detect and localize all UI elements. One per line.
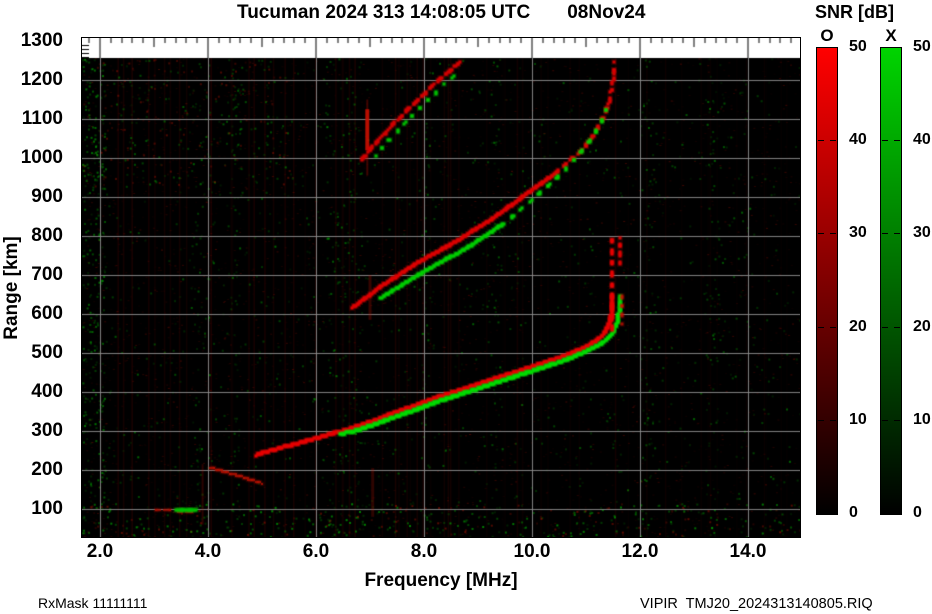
- colorbar-tick-mark: [830, 233, 836, 234]
- y-tick-label: 600: [31, 303, 63, 324]
- x-tick-label: 4.0: [194, 541, 222, 562]
- colorbar-tick-label: 40: [913, 131, 931, 149]
- y-tick-label: 1100: [21, 108, 63, 129]
- colorbar-tick-label: 30: [849, 224, 867, 242]
- ionogram-plot-canvas: [82, 38, 800, 537]
- x-tick-label: 10.0: [513, 541, 551, 562]
- y-tick-label: 1000: [20, 147, 63, 168]
- x-tick-label: 6.0: [302, 541, 330, 562]
- colorbar-tick-mark: [882, 327, 888, 328]
- x-axis-title: Frequency [MHz]: [364, 570, 518, 591]
- y-tick-label: 400: [31, 381, 63, 402]
- x-tick-label: 2.0: [86, 541, 114, 562]
- plot-frame: [81, 37, 801, 538]
- colorbar-tick-label: 0: [849, 504, 858, 521]
- y-tick-label: 500: [31, 342, 63, 363]
- x-tick-label: 14.0: [729, 541, 767, 562]
- colorbar-x-tick-labels: 50 40 30 20 10 0: [913, 0, 932, 614]
- colorbar-tick-label: 30: [913, 224, 931, 242]
- colorbar-tick-label: 50: [913, 38, 931, 55]
- footer-filename: VIPIR TMJ20_2024313140805.RIQ: [640, 596, 873, 612]
- colorbar-tick-label: 20: [849, 317, 867, 335]
- y-tick-label: 700: [31, 264, 63, 285]
- x-tick-label: 8.0: [410, 541, 438, 562]
- colorbar-tick-mark: [894, 420, 900, 421]
- colorbar-o-tick-labels: 50 40 30 20 10 0: [849, 0, 887, 614]
- y-tick-label: 100: [31, 498, 63, 519]
- y-tick-label: 800: [31, 225, 63, 246]
- colorbar-tick-mark: [818, 233, 824, 234]
- colorbar-tick-mark: [894, 327, 900, 328]
- colorbar-tick-mark: [894, 233, 900, 234]
- plot-title: Tucuman 2024 313 14:08:05 UTC: [237, 2, 531, 23]
- colorbar-tick-mark: [830, 140, 836, 141]
- colorbar-tick-mark: [818, 140, 824, 141]
- colorbar-x-mode-label: X: [885, 26, 897, 45]
- colorbar-tick-mark: [818, 327, 824, 328]
- colorbar-tick-mark: [830, 327, 836, 328]
- colorbar-tick-label: 40: [849, 131, 867, 149]
- plot-date: 08Nov24: [567, 2, 646, 23]
- colorbar-tick-label: 50: [849, 38, 867, 55]
- colorbar-o-gradient: [816, 47, 838, 515]
- x-tick-label: 12.0: [621, 541, 659, 562]
- colorbar-tick-mark: [882, 140, 888, 141]
- y-tick-label: 1200: [20, 69, 63, 90]
- colorbar-x-gradient: [880, 47, 902, 515]
- colorbar-tick-mark: [882, 233, 888, 234]
- y-tick-label: 200: [31, 459, 63, 480]
- y-tick-label: 300: [31, 420, 63, 441]
- footer-rxmask: RxMask 11111111: [38, 595, 148, 611]
- colorbar-tick-label: 10: [913, 410, 931, 428]
- colorbar-tick-label: 20: [913, 317, 931, 335]
- y-axis-tick-labels: 100 200 300 400 500 600 700 800 900 1000 1100 1200 1…: [0, 0, 63, 614]
- y-tick-label: 1300: [20, 30, 63, 51]
- colorbar-tick-label: 10: [849, 410, 867, 428]
- x-axis-tick-labels: 2.0 4.0 6.0 8.0 10.0 12.0 14.0: [0, 541, 932, 565]
- y-tick-label: 900: [31, 186, 63, 207]
- plot-header: Tucuman 2024 313 14:08:05 UTC 08Nov24: [237, 2, 645, 24]
- colorbar-tick-mark: [830, 420, 836, 421]
- colorbar-tick-label: 0: [913, 504, 922, 521]
- colorbar-title: SNR [dB]: [815, 2, 894, 22]
- colorbar-tick-mark: [818, 420, 824, 421]
- colorbar-o-mode-label: O: [820, 26, 834, 45]
- colorbar-tick-mark: [894, 140, 900, 141]
- colorbar-tick-mark: [882, 420, 888, 421]
